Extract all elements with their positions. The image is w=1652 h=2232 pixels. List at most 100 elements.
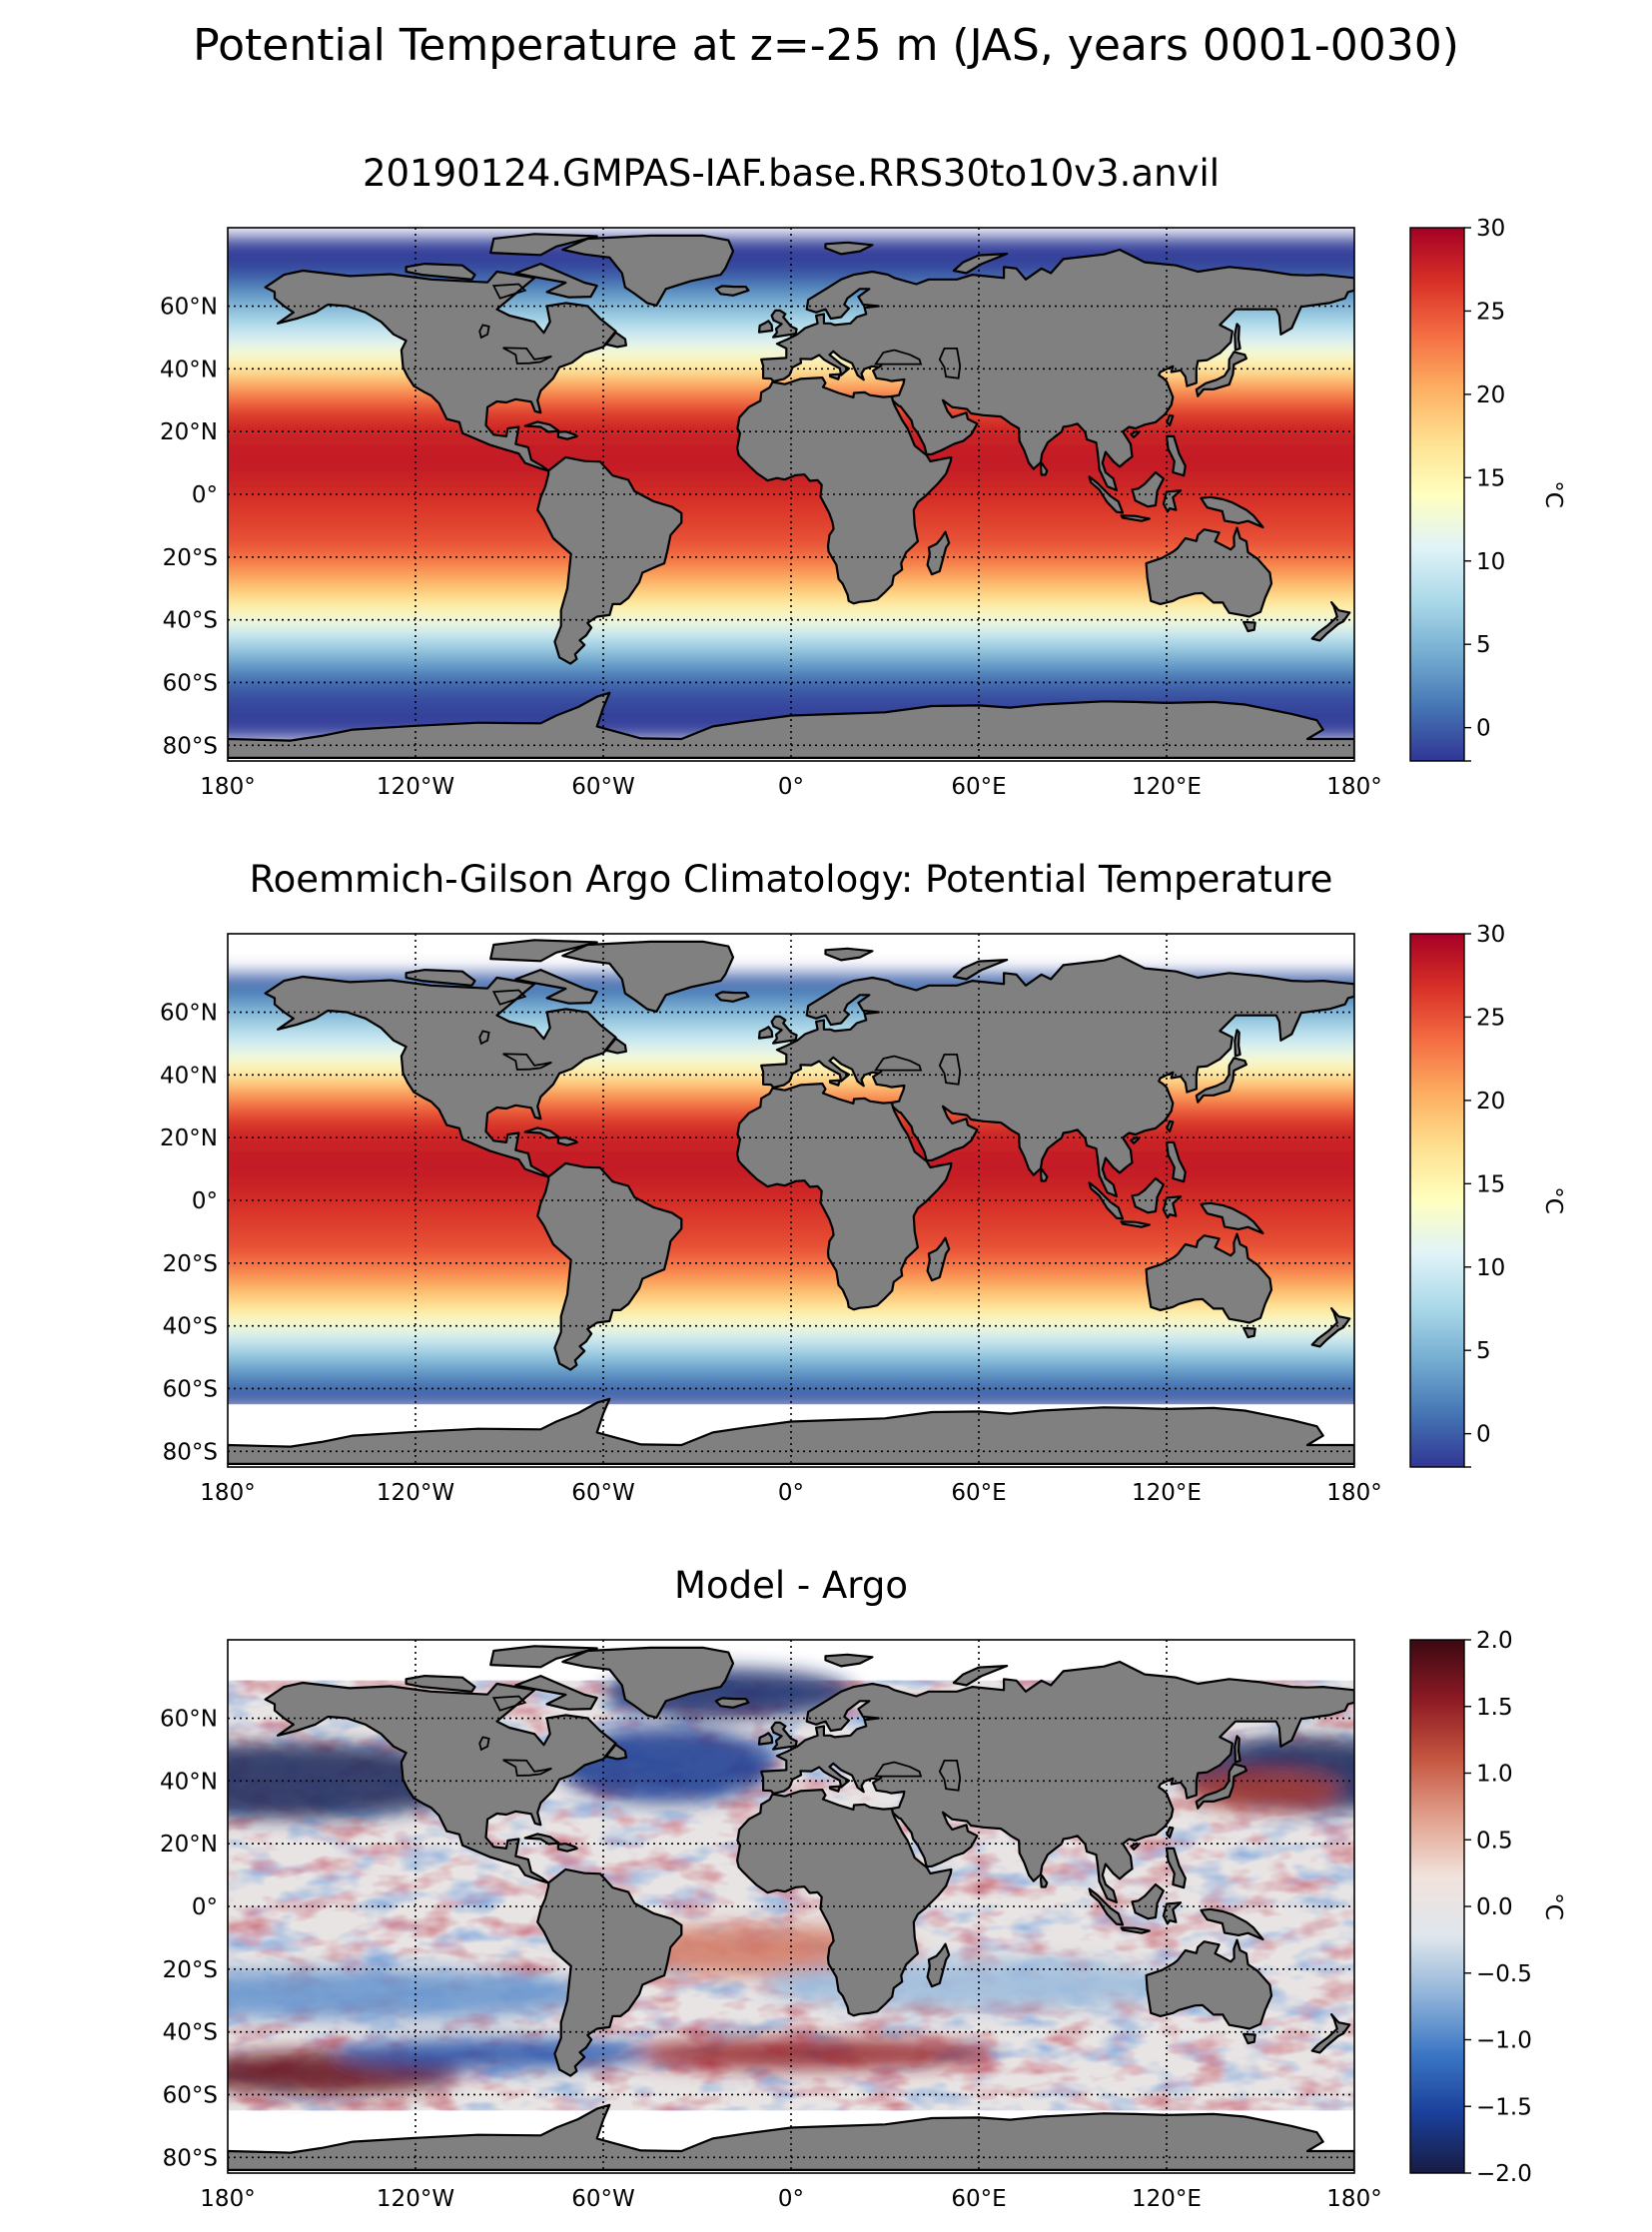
lake-outline [873, 1055, 923, 1072]
gridlines [228, 934, 1354, 1467]
temperature-band [228, 281, 1354, 289]
land-taiwan [1166, 1826, 1175, 1839]
temperature-band [228, 1244, 1354, 1252]
land-eurasia [760, 954, 1354, 1197]
colorbar-label: °C [1540, 1186, 1566, 1214]
map-panel-3: Model - Argo 180° 120°W 60°W 0° 60°E 120°E 180°… [160, 1564, 1566, 2212]
colorbar-tick-label: 30 [1476, 922, 1505, 948]
land-ireland [757, 1732, 774, 1746]
temperature-band [228, 1181, 1354, 1189]
land-borneo [1131, 1176, 1165, 1214]
land-novaya [952, 959, 1009, 981]
anomaly-feature [759, 1959, 1199, 2010]
land-sicily [828, 1785, 841, 1793]
temperature-band [228, 1306, 1354, 1314]
land-greenland [561, 940, 735, 1013]
land-newGuinea [1200, 495, 1264, 529]
land-svalbard [824, 1653, 874, 1668]
land-hainan [1130, 429, 1140, 438]
colorbar-tick-label: 15 [1476, 1171, 1505, 1197]
lat-tick-label: 0° [192, 1188, 218, 1214]
lake-outline [478, 1736, 490, 1752]
land-java [1120, 1926, 1151, 1934]
temperature-band [228, 993, 1354, 1001]
figure-suptitle: Potential Temperature at z=-25 m (JAS, y… [193, 20, 1459, 71]
land-iceland [714, 991, 750, 1003]
land-japan [1195, 351, 1247, 397]
lon-tick-label: 120°E [1132, 1480, 1202, 1506]
temperature-band [228, 701, 1354, 709]
lake-outline [502, 1053, 552, 1071]
land-australia [1145, 1938, 1273, 2030]
land-eurasia [760, 248, 1354, 491]
lon-tick-label: 120°E [1132, 2186, 1202, 2212]
temperature-band [228, 312, 1354, 320]
lat-tick-label: 40°S [163, 1314, 218, 1340]
colorbar-tick-label: −1.5 [1476, 2094, 1532, 2120]
lake-outline [938, 348, 962, 379]
lon-tick-label: 180° [1326, 774, 1381, 800]
land-newfoundland [603, 1037, 627, 1055]
land-greenland [561, 1646, 735, 1719]
colorbar-tick-label: 2.0 [1476, 1628, 1513, 1654]
land-ellesmere [489, 233, 598, 257]
temperature-band [228, 669, 1354, 677]
lat-tick-label: 20°N [160, 1832, 218, 1858]
anomaly-feature [1182, 1772, 1339, 1810]
temperature-band [228, 1262, 1354, 1270]
land-northAmerica [264, 1681, 617, 1884]
land-newZealand [1310, 2013, 1351, 2054]
lon-tick-label: 180° [200, 774, 255, 800]
land-ellesmere [489, 1645, 598, 1669]
colorbar-tick-label: 25 [1476, 299, 1505, 325]
land-ellesmere [489, 939, 598, 963]
lon-tick-label: 60°E [951, 2186, 1006, 2212]
temperature-band [228, 1382, 1354, 1390]
map-frame [227, 227, 1355, 762]
colorbar-tick-label: 10 [1476, 549, 1505, 575]
temperature-band [228, 575, 1354, 583]
land-sulawesi [1162, 1195, 1183, 1219]
lon-tick-label: 120°E [1132, 774, 1202, 800]
panel-title: Model - Argo [674, 1564, 908, 1607]
lon-tick-label: 60°E [951, 1480, 1006, 1506]
land-baffin [514, 263, 598, 299]
land-northAmerica [264, 975, 617, 1178]
lon-tick-label: 0° [778, 774, 804, 800]
land-madagascar [926, 1942, 951, 1988]
temperature-band [228, 1369, 1354, 1377]
temperature-band [228, 1250, 1354, 1258]
temperature-band [228, 676, 1354, 684]
lake-outline [491, 283, 527, 300]
temperature-band [228, 569, 1354, 577]
temperature-band [228, 563, 1354, 571]
lon-tick-label: 180° [200, 1480, 255, 1506]
land-australia [1145, 526, 1273, 618]
temperature-band [228, 1012, 1354, 1020]
temperature-band [228, 594, 1354, 602]
lon-tick-label: 120°W [377, 2186, 454, 2212]
land-greenland [561, 234, 735, 307]
panel-title: 20190124.GMPAS-IAF.base.RRS30to10v3.anvi… [363, 152, 1220, 195]
anomaly-feature [618, 2037, 995, 2070]
colorbar-bar [1409, 227, 1465, 762]
temperature-band [228, 582, 1354, 590]
lat-tick-label: 40°S [163, 608, 218, 634]
land-iceland [714, 1697, 750, 1709]
temperature-band [228, 1313, 1354, 1321]
land-philippines [1165, 434, 1187, 477]
land-java [1120, 514, 1151, 522]
colorbar-tick-label: 5 [1476, 632, 1491, 658]
temperature-band [228, 600, 1354, 608]
temperature-band [228, 682, 1354, 690]
land-newfoundland [603, 331, 627, 349]
land-tasmania [1242, 2032, 1256, 2045]
lat-tick-label: 20°S [163, 1957, 218, 1983]
colorbar-tick-label: 1.0 [1476, 1762, 1513, 1788]
colorbar-1: 0 5 10 15 20 25 30 °C [1409, 216, 1566, 762]
lat-tick-label: 60°S [163, 1376, 218, 1402]
lat-tick-label: 40°N [160, 357, 218, 382]
land-hispaniola [556, 430, 578, 440]
lon-tick-label: 180° [1326, 2186, 1381, 2212]
temperature-band [228, 475, 1354, 483]
